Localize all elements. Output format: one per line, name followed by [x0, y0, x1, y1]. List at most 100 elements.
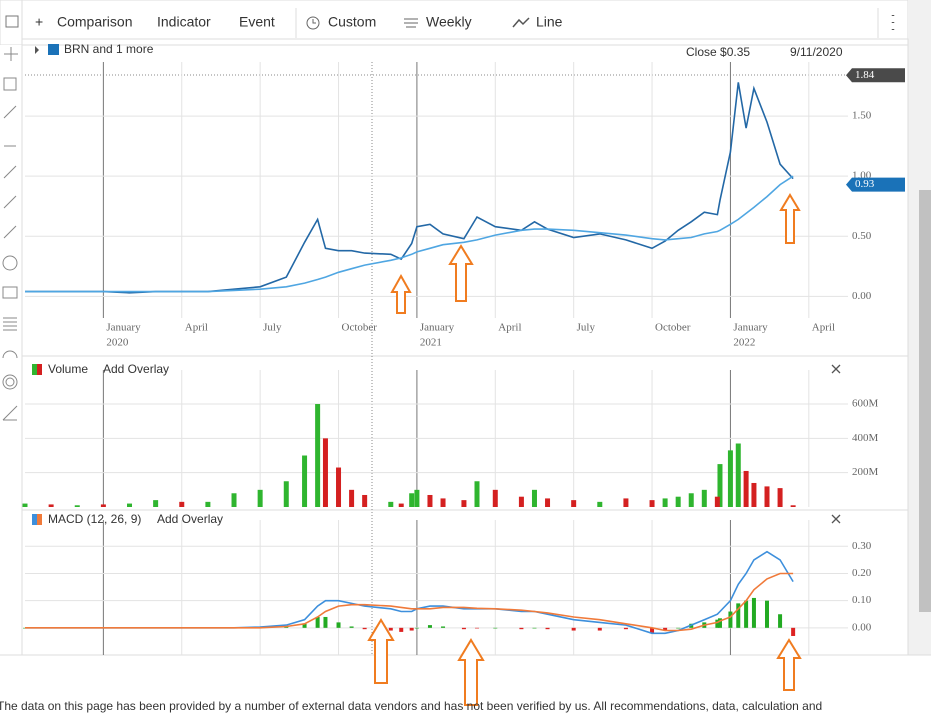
y-tick-label: 400M [852, 432, 879, 444]
y-tick-label: 0.10 [852, 594, 872, 606]
plus-icon: + [35, 14, 43, 30]
series-line [25, 175, 794, 293]
volume-bar [764, 486, 770, 507]
volume-bar [777, 488, 783, 507]
histogram-bar [461, 627, 466, 630]
add-overlay[interactable]: Add Overlay [157, 512, 223, 526]
histogram-bar [597, 627, 602, 631]
x-tick-year: 2021 [420, 337, 442, 349]
close-icon[interactable] [831, 514, 841, 524]
toolbar-item[interactable]: Custom [328, 14, 376, 30]
close-label: Close $0.35 [686, 45, 750, 59]
toolbar-item[interactable]: Event [239, 14, 275, 30]
histogram-bar [388, 627, 393, 631]
histogram-bar [409, 627, 414, 631]
series-line [25, 572, 794, 632]
volume-bar [623, 498, 629, 507]
value-tag [846, 68, 905, 83]
drawing-tools[interactable] [2, 47, 18, 421]
annotation-arrows [367, 193, 802, 706]
histogram-bar [778, 614, 783, 628]
histogram-bar [349, 626, 354, 628]
histogram-bar [728, 611, 733, 628]
expand-icon[interactable] [35, 46, 39, 54]
volume-bar [714, 496, 720, 507]
y-tick-label: 600M [852, 398, 879, 410]
histogram-bar [765, 600, 770, 628]
histogram-bar [427, 625, 432, 628]
histogram-bar [532, 627, 537, 629]
volume-bar [362, 494, 368, 507]
volume-bar [735, 443, 741, 507]
volume-bar [531, 489, 537, 507]
x-tick-label: October [655, 322, 691, 334]
x-tick-label: April [185, 322, 208, 334]
volume-bar [179, 501, 185, 507]
toolbar-item[interactable]: Indicator [157, 14, 211, 30]
volume-bar [205, 501, 211, 507]
histogram-bar [323, 616, 328, 628]
legend-swatch [48, 44, 59, 55]
histogram-bar [315, 616, 320, 628]
volume-bar [74, 505, 80, 507]
volume-bar [662, 498, 668, 507]
volume-bar [751, 482, 757, 507]
histogram-bar [399, 627, 404, 632]
volume-bar [398, 503, 404, 507]
scrollbar-thumb[interactable] [919, 190, 931, 612]
x-tick-label: April [812, 322, 835, 334]
y-tick-label: 200M [852, 466, 879, 478]
y-tick-label: 0.50 [852, 230, 872, 242]
histogram-bar [302, 623, 307, 628]
volume-bar [492, 489, 498, 507]
volume-bar [409, 493, 415, 507]
volume-bar [127, 503, 133, 507]
legend-label: BRN and 1 more [64, 42, 154, 56]
macd-swatch [37, 514, 42, 525]
histogram-bar [650, 627, 655, 634]
volume-bar [717, 464, 723, 507]
clock-icon [312, 19, 316, 24]
icon[interactable] [5, 15, 19, 28]
volume-swatch [32, 364, 37, 375]
y-tick-label: 0.30 [852, 540, 872, 552]
toolbar-item[interactable]: Comparison [57, 14, 132, 30]
add-overlay[interactable]: Add Overlay [103, 362, 169, 376]
volume-bar [48, 504, 54, 507]
panel-title: MACD (12, 26, 9) [48, 512, 141, 526]
histogram-bar [623, 627, 628, 630]
volume-bar [153, 500, 159, 507]
volume-bar [545, 498, 551, 507]
line-icon [512, 17, 530, 28]
toolbar-item[interactable]: Weekly [426, 14, 472, 30]
close-icon[interactable] [831, 364, 841, 374]
volume-bar [388, 501, 394, 507]
histogram-bar [744, 600, 749, 628]
macd-swatch [32, 514, 37, 525]
x-tick-label: January [106, 322, 141, 334]
volume-bar [302, 455, 308, 507]
toolbar [0, 0, 909, 46]
x-tick-label: July [577, 322, 596, 334]
histogram-bar [519, 627, 524, 630]
x-tick-label: July [263, 322, 282, 334]
y-tick-label: 0.00 [852, 621, 872, 633]
x-tick-label: April [498, 322, 521, 334]
y-tick-label: 0.00 [852, 290, 872, 302]
histogram-bar [715, 619, 720, 628]
histogram-bar [493, 627, 498, 629]
disclaimer: The data on this page has been provided … [0, 699, 822, 713]
volume-bar [743, 470, 749, 507]
histogram-bar [751, 597, 756, 628]
value-tag-label: 0.93 [855, 178, 875, 190]
histogram-bar [791, 627, 796, 636]
volume-bar [315, 404, 321, 507]
toolbar-item[interactable]: Line [536, 14, 563, 30]
histogram-bar [571, 627, 576, 631]
value-tag [846, 177, 905, 192]
volume-bar [571, 500, 577, 507]
volume-bar [597, 501, 603, 507]
date-label: 9/11/2020 [790, 45, 843, 59]
volume-bar [231, 493, 237, 507]
